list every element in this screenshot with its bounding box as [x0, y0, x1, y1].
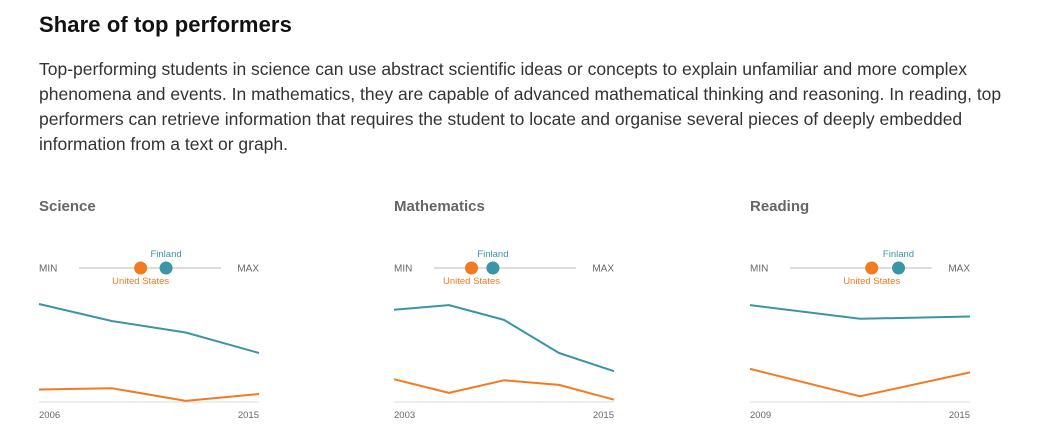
mathematics-chart: MIN MAX United States Finland 2003 2015	[393, 249, 615, 421]
indicator-min-label: MIN	[750, 264, 768, 275]
indicator-min-label: MIN	[394, 264, 412, 275]
series-line-united-states	[393, 378, 615, 401]
series-line-finland	[749, 304, 971, 320]
x-tick-label: 2015	[238, 410, 259, 421]
x-tick-label: 2015	[949, 410, 970, 421]
panel-reading: Reading MIN MAX United States Finland 2009 20…	[749, 190, 990, 430]
indicator-dot-united-states	[865, 261, 879, 275]
x-tick-label: 2015	[593, 410, 614, 421]
indicator-dot-finland	[486, 261, 500, 275]
reading-chart: MIN MAX United States Finland 2009 2015	[749, 249, 971, 421]
indicator-dot-united-states	[134, 261, 148, 275]
series-line-finland	[393, 304, 615, 373]
indicator-label-finland: Finland	[150, 249, 181, 260]
indicator-max-label: MAX	[592, 264, 614, 275]
indicator-label-finland: Finland	[883, 249, 914, 260]
panel-science: Science MIN MAX United States Finland 2006 20…	[38, 190, 279, 430]
panel-mathematics: Mathematics MIN MAX United States Finland 20…	[393, 190, 634, 430]
series-line-finland	[38, 303, 260, 354]
page-title: Share of top performers	[39, 12, 292, 37]
indicator-min-label: MIN	[39, 264, 57, 275]
indicator-label-united-states: United States	[112, 276, 169, 287]
indicator-dot-united-states	[465, 261, 478, 275]
panel-title: Mathematics	[394, 198, 485, 215]
indicator-label-united-states: United States	[843, 276, 900, 287]
x-tick-label: 2003	[394, 410, 415, 421]
series-line-united-states	[749, 367, 971, 398]
x-tick-label: 2009	[750, 410, 771, 421]
indicator-label-united-states: United States	[443, 276, 500, 287]
series-line-united-states	[38, 387, 260, 402]
indicator-max-label: MAX	[948, 264, 970, 275]
indicator-dot-finland	[892, 261, 906, 275]
indicator-max-label: MAX	[237, 264, 259, 275]
panel-title: Reading	[750, 198, 810, 215]
page-description: Top-performing students in science can u…	[39, 59, 1002, 154]
panel-title: Science	[39, 198, 96, 215]
science-chart: MIN MAX United States Finland 2006 2015	[38, 249, 260, 421]
indicator-dot-finland	[159, 261, 173, 275]
x-tick-label: 2006	[39, 410, 60, 421]
indicator-label-finland: Finland	[477, 249, 508, 260]
